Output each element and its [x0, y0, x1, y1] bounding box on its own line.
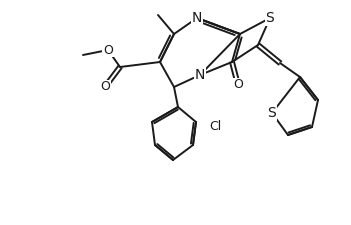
Text: N: N [195, 68, 205, 82]
Text: O: O [233, 79, 243, 92]
Text: O: O [100, 81, 110, 94]
Text: S: S [267, 106, 276, 120]
Text: Cl: Cl [209, 121, 221, 133]
Text: O: O [103, 43, 113, 56]
Text: N: N [192, 11, 202, 25]
Text: S: S [266, 11, 274, 25]
